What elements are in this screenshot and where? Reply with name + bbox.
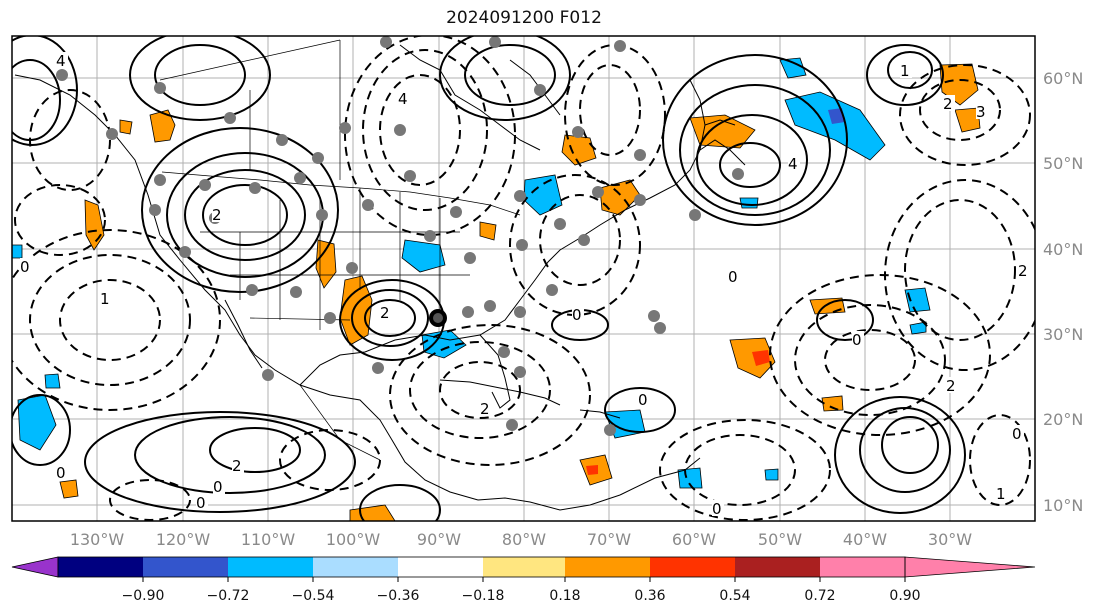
contour-label: 0 [572, 306, 582, 324]
colorbar-swatch [735, 557, 820, 577]
colorbar-swatch [313, 557, 398, 577]
lon-label: 40°W [843, 530, 887, 549]
longitude-labels: 130°W 120°W 110°W 100°W 90°W 80°W 70°W 6… [70, 530, 972, 549]
lon-label: 60°W [672, 530, 716, 549]
contour-label: 0 [20, 258, 30, 276]
contour-label: 0 [196, 494, 206, 512]
latitude-labels: 60°N 50°N 40°N 30°N 20°N 10°N [1043, 69, 1083, 515]
map-frame [11, 35, 1036, 522]
colorbar-tick-label: 0.54 [719, 588, 750, 604]
lat-label: 60°N [1043, 69, 1083, 88]
lon-label: 130°W [70, 530, 125, 549]
colorbar-tick-labels: −0.90 −0.72 −0.54 −0.36 −0.18 0.18 0.36 … [122, 588, 921, 604]
contour-label: 2 [1018, 262, 1028, 280]
lat-label: 40°N [1043, 240, 1083, 259]
lon-label: 100°W [326, 530, 381, 549]
contour-label: 2 [232, 457, 242, 475]
lon-label: 70°W [587, 530, 631, 549]
contour-label: 4 [788, 155, 798, 173]
colorbar-extend-high [904, 556, 1036, 578]
colorbar-tick-label: −0.36 [377, 588, 420, 604]
colorbar-tick-label: −0.72 [207, 588, 250, 604]
contour-label: 0 [1012, 425, 1022, 443]
contour-label: 4 [398, 90, 408, 108]
colorbar-extend-low [11, 556, 59, 578]
lon-label: 90°W [417, 530, 461, 549]
contour-label: 0 [852, 331, 862, 349]
colorbar-outline [57, 556, 906, 578]
colorbar-swatch [565, 557, 650, 577]
colorbar-swatch [143, 557, 228, 577]
colorbar-ticks [142, 577, 906, 582]
lat-label: 20°N [1043, 410, 1083, 429]
storm-marker [429, 309, 447, 327]
contour-label: 1 [100, 290, 110, 308]
colorbar-swatch [820, 557, 905, 577]
contour-label: 0 [712, 500, 722, 518]
lon-label: 110°W [241, 530, 296, 549]
contour-label: 0 [728, 268, 738, 286]
negative-contours [12, 36, 1035, 521]
contour-label: 0 [638, 391, 648, 409]
contour-label: 2 [380, 304, 390, 322]
strong-negative-patches [828, 108, 845, 124]
contour-label: 1 [996, 485, 1006, 503]
lon-label: 30°W [928, 530, 972, 549]
contour-label: 0 [213, 478, 223, 496]
lat-label: 30°N [1043, 325, 1083, 344]
colorbar-tick-label: 0.18 [549, 588, 580, 604]
colorbar-tick-label: −0.18 [462, 588, 505, 604]
lon-label: 120°W [156, 530, 211, 549]
contour-label: 3 [976, 103, 986, 121]
political-borders [159, 39, 521, 461]
station-markers [56, 36, 744, 436]
contour-label: 2 [943, 95, 953, 113]
colorbar-tick-label: 0.72 [804, 588, 835, 604]
map-title: 2024091200 F012 [446, 8, 602, 28]
coastlines [14, 44, 746, 511]
colorbar-tick-label: −0.90 [122, 588, 165, 604]
positive-anomaly-patches [59, 63, 981, 521]
lat-label: 10°N [1043, 496, 1083, 515]
lon-label: 80°W [502, 530, 546, 549]
colorbar-swatch [650, 557, 735, 577]
colorbar-swatch [228, 557, 313, 577]
colorbar-swatch [483, 557, 565, 577]
colorbar-tick-label: 0.36 [634, 588, 665, 604]
colorbar: −0.90 −0.72 −0.54 −0.36 −0.18 0.18 0.36 … [11, 556, 1036, 604]
colorbar-swatch [398, 557, 483, 577]
contour-label: 0 [56, 464, 66, 482]
lat-label: 50°N [1043, 154, 1083, 173]
contour-label: 2 [946, 377, 956, 395]
contour-label: 1 [900, 62, 910, 80]
contour-value-labels: 2 2 0 0 2 3 2 0 0 0 0 0 0 0 [20, 52, 1030, 518]
colorbar-tick-label: −0.54 [292, 588, 335, 604]
lon-label: 50°W [758, 530, 802, 549]
contour-label: 4 [56, 52, 66, 70]
contour-label: 2 [480, 400, 490, 418]
colorbar-tick-label: 0.90 [889, 588, 920, 604]
colorbar-swatch [58, 557, 143, 577]
contour-label: 2 [212, 206, 222, 224]
strong-positive-patches [586, 350, 770, 475]
